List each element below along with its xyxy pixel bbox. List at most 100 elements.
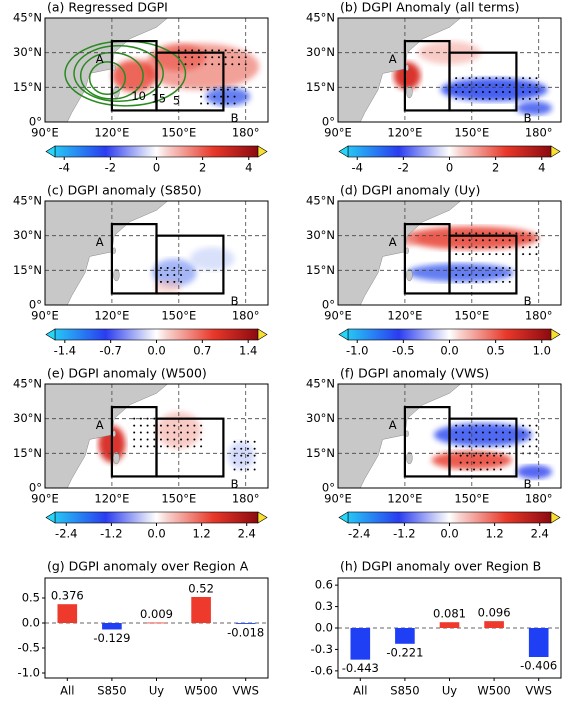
stipple (253, 461, 256, 464)
stipple (468, 239, 471, 242)
stipple (461, 424, 464, 427)
stipple (226, 102, 229, 105)
stipple (475, 438, 478, 441)
colorbar-tick-label: -2.4 (348, 527, 370, 541)
region-label: B (524, 111, 532, 125)
stipple (173, 431, 176, 434)
contour (73, 44, 164, 102)
bar (350, 628, 371, 660)
colorbar-extend (550, 328, 561, 341)
stipple (139, 445, 142, 448)
stipple (481, 280, 484, 283)
region-label: A (389, 418, 397, 432)
stipple (231, 49, 234, 52)
stipple (508, 273, 511, 276)
stipple (233, 440, 236, 443)
colorbar-tick-label: 2.4 (531, 527, 549, 541)
x-tick-label: All (60, 684, 74, 698)
stipple (493, 468, 496, 471)
stipple (177, 63, 180, 66)
stipple (177, 49, 180, 52)
y-tick-label: -0.5 (18, 641, 40, 655)
stipple (502, 97, 505, 100)
stipple (153, 431, 156, 434)
stipple (502, 280, 505, 283)
stipple (495, 452, 498, 455)
stipple (159, 424, 162, 427)
value-label: 0.009 (140, 607, 173, 621)
colorbar-tick-label: -2 (398, 161, 409, 175)
stipple (180, 280, 183, 283)
stipple (468, 280, 471, 283)
stipple (213, 102, 216, 105)
land (338, 384, 462, 488)
colorbar (347, 328, 552, 341)
colorbar-tick-label: -1.4 (54, 344, 76, 358)
stipple (508, 90, 511, 93)
stipple (461, 84, 464, 87)
stipple (481, 90, 484, 93)
stipple (488, 280, 491, 283)
colorbar-tick-label: -1.0 (346, 344, 368, 358)
stipple (528, 239, 531, 242)
stipple (461, 280, 464, 283)
stipple (153, 424, 156, 427)
stipple (173, 438, 176, 441)
stipple (475, 452, 478, 455)
region-label: A (96, 235, 104, 249)
stipple (502, 239, 505, 242)
x-tick-label: 150°E (161, 309, 196, 323)
y-tick-label: 45°N (306, 377, 335, 391)
colorbar-tick-label: 0.0 (147, 344, 165, 358)
stipple (535, 239, 538, 242)
stipple (466, 468, 469, 471)
stipple (461, 253, 464, 256)
stipple (468, 445, 471, 448)
stipple (246, 468, 249, 471)
map (338, 18, 561, 122)
stipple (211, 56, 214, 59)
stipple (495, 424, 498, 427)
y-tick-label: 30°N (13, 411, 42, 425)
y-tick-label: 30°N (306, 228, 335, 242)
x-tick-label: 150°E (454, 126, 489, 140)
stipple (153, 445, 156, 448)
region-label: B (231, 111, 239, 125)
stipple (508, 438, 511, 441)
stipple (461, 438, 464, 441)
stipple (159, 431, 162, 434)
y-tick-label: 15°N (13, 446, 42, 460)
land (338, 18, 462, 122)
stipple (139, 424, 142, 427)
stipple (240, 468, 243, 471)
stipple (238, 49, 241, 52)
stipple (528, 445, 531, 448)
stipple (475, 77, 478, 80)
stipple (486, 468, 489, 471)
stipple (173, 273, 176, 276)
panel-title: (g) DGPI anomaly over Region A (47, 559, 249, 574)
stipple (139, 438, 142, 441)
stipple (146, 445, 149, 448)
stipple (495, 431, 498, 434)
stipple (475, 253, 478, 256)
stipple (204, 49, 207, 52)
stipple (233, 454, 236, 457)
map (45, 201, 268, 305)
stipple (495, 273, 498, 276)
map (338, 201, 561, 305)
region-label: B (231, 294, 239, 308)
colorbar-tick-label: 0.5 (486, 344, 504, 358)
colorbar-extend (338, 145, 349, 158)
x-tick-label: 150°E (161, 126, 196, 140)
stipple (535, 445, 538, 448)
stipple (535, 77, 538, 80)
stipple (479, 468, 482, 471)
bar (484, 621, 504, 628)
stipple (488, 97, 491, 100)
stipple (461, 97, 464, 100)
stipple (455, 267, 458, 270)
y-tick-label: 30°N (306, 45, 335, 59)
stipple (495, 246, 498, 249)
stipple (455, 445, 458, 448)
